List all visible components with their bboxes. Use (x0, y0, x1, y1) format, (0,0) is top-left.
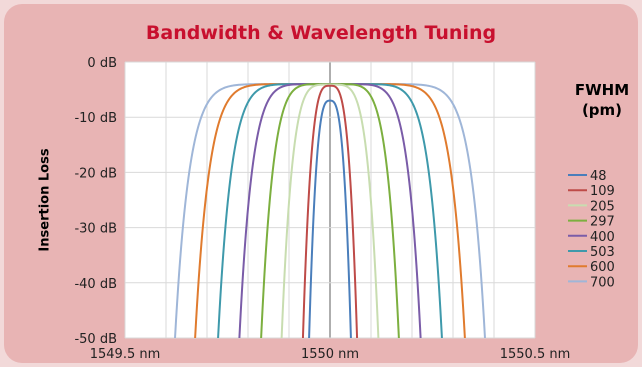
y-tick-label: -10 dB (74, 111, 117, 126)
legend-label-700: 700 (590, 275, 615, 290)
legend-label-297: 297 (590, 215, 615, 230)
legend-label-48: 48 (590, 169, 607, 184)
legend-title-line-1: FWHM (574, 81, 630, 99)
y-tick-label: -50 dB (74, 332, 117, 347)
y-tick-label: -20 dB (74, 166, 117, 181)
series-line-109 (301, 84, 359, 338)
legend-label-109: 109 (590, 184, 615, 199)
x-tick-label: 1549.5 nm (90, 347, 161, 362)
series-line-205 (280, 83, 380, 338)
legend-label-600: 600 (590, 260, 615, 275)
legend-title: FWHM (pm) (565, 80, 639, 120)
chart-title: Bandwidth & Wavelength Tuning (145, 22, 497, 44)
x-tick-label: 1550 nm (301, 347, 359, 362)
legend-label-503: 503 (590, 245, 615, 260)
x-tick-label: 1550.5 nm (500, 347, 571, 362)
y-tick-label: -40 dB (74, 277, 117, 292)
y-tick-label: -30 dB (74, 222, 117, 237)
legend-label-400: 400 (590, 230, 615, 245)
y-tick-label: 0 dB (87, 56, 117, 71)
legend-label-205: 205 (590, 199, 615, 214)
legend-title-line-2: (pm) (581, 101, 623, 119)
series-line-48 (308, 99, 352, 338)
